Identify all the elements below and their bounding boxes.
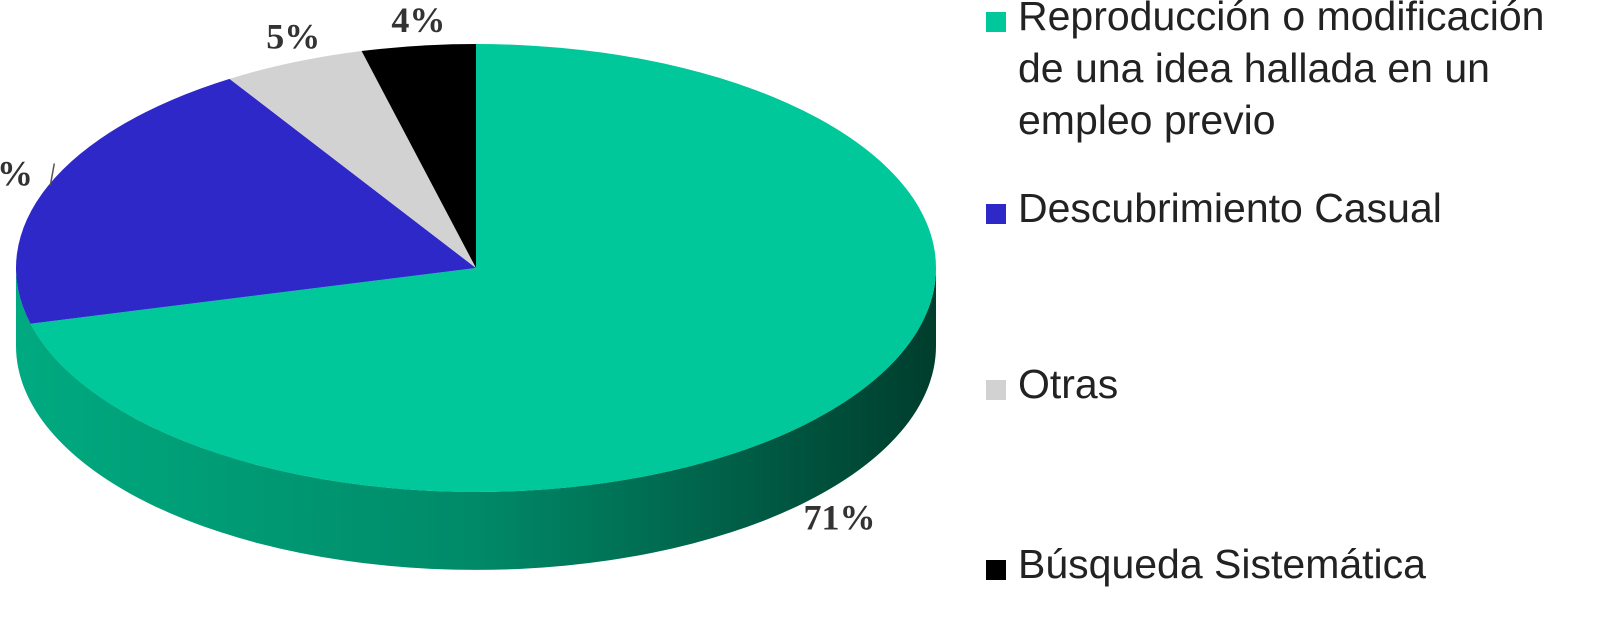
pie-top-face bbox=[15, 44, 936, 492]
legend-label-reproduccion-o-modificacion-de-una-idea-hallada-en-un-empleo-previo: empleo previo bbox=[1018, 97, 1276, 143]
legend-swatch-reproduccion-o-modificacion-de-una-idea-hallada-en-un-empleo-previo bbox=[986, 12, 1006, 32]
legend-label-descubrimiento-casual: Descubrimiento Casual bbox=[1018, 185, 1442, 231]
pie-side-wall bbox=[16, 268, 936, 570]
pie-slice-busqueda-sistematica bbox=[361, 44, 476, 268]
pie-slice-descubrimiento-casual bbox=[15, 78, 476, 324]
pie-slice-otras bbox=[229, 51, 476, 269]
legend-swatch-busqueda-sistematica bbox=[986, 560, 1006, 580]
legend-label-reproduccion-o-modificacion-de-una-idea-hallada-en-un-empleo-previo: Reproducción o modificación bbox=[1018, 0, 1544, 39]
legend-swatch-descubrimiento-casual bbox=[986, 204, 1006, 224]
legend-swatch-otras bbox=[986, 380, 1006, 400]
pie-side-reproduccion-o-modificacion-de-una-idea-hallada-en-un-empleo-previo bbox=[16, 268, 936, 570]
data-label-reproduccion-o-modificacion-de-una-idea-hallada-en-un-empleo-previo: 71% bbox=[803, 497, 875, 537]
data-label-otras: 5% bbox=[266, 16, 320, 56]
data-label-busqueda-sistematica: 4% bbox=[391, 0, 445, 40]
legend: Reproducción o modificación de una idea h… bbox=[986, 0, 1544, 587]
legend-label-busqueda-sistematica: Búsqueda Sistemática bbox=[1018, 541, 1426, 587]
legend-label-otras: Otras bbox=[1018, 361, 1118, 407]
pie-data-labels: 71% 20% 5% 4% bbox=[0, 0, 875, 537]
pie-slice-reproduccion-o-modificacion-de-una-idea-hallada-en-un-empleo-previo bbox=[30, 44, 936, 492]
data-label-descubrimiento-casual: 20% bbox=[0, 154, 33, 194]
legend-label-reproduccion-o-modificacion-de-una-idea-hallada-en-un-empleo-previo: de una idea hallada en un bbox=[1018, 45, 1490, 91]
leader-line-descubrimiento-casual bbox=[49, 163, 56, 186]
